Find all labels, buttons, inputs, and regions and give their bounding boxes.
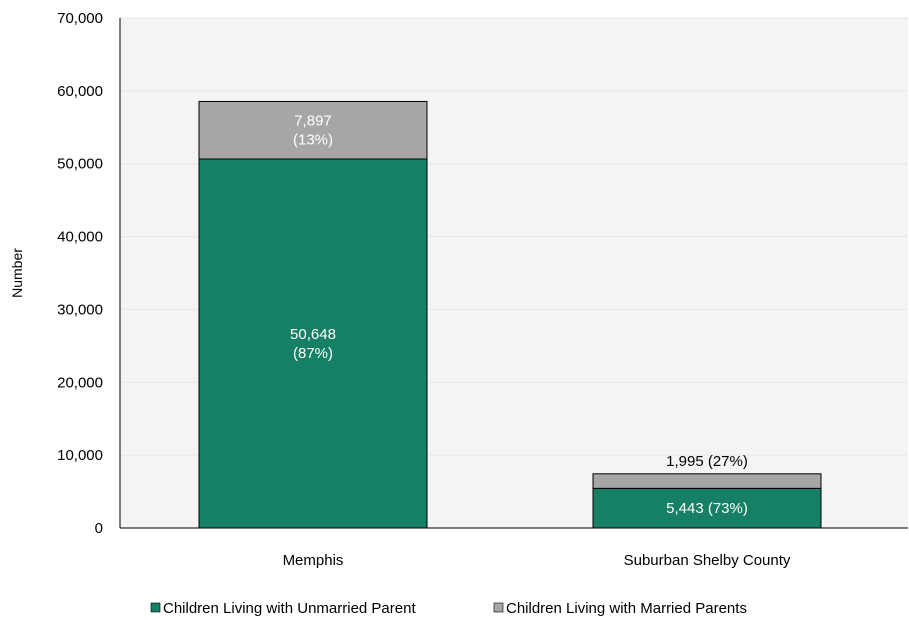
- y-tick-label: 30,000: [57, 301, 103, 318]
- y-tick-label: 60,000: [57, 83, 103, 100]
- bars: 50,648 (87%) 7,897 (13%) 5,443 (73%) 1,995 (2…: [198, 100, 822, 529]
- bar-segment: [592, 473, 822, 489]
- x-tick-labels: Memphis Suburban Shelby County: [283, 552, 791, 569]
- x-tick-label: Memphis: [283, 552, 344, 569]
- y-tick-label: 0: [95, 520, 103, 537]
- y-tick-label: 50,000: [57, 156, 103, 173]
- y-tick-label: 40,000: [57, 229, 103, 246]
- data-label: 7,897 (13%): [293, 113, 333, 149]
- legend-label: Children Living with Married Parents: [506, 600, 747, 617]
- x-tick-label: Suburban Shelby County: [624, 552, 791, 569]
- y-tick-labels: 0 10,000 20,000 30,000 40,000 50,000 60,000 70,…: [57, 10, 103, 537]
- legend-swatch: [150, 602, 161, 613]
- y-tick-label: 20,000: [57, 374, 103, 391]
- y-axis-title: Number: [9, 248, 25, 298]
- bar-segment: [592, 487, 822, 529]
- bar-segment: [198, 100, 428, 160]
- data-label: 50,648 (87%): [290, 326, 336, 362]
- y-tick-label: 70,000: [57, 10, 103, 27]
- legend-swatch: [493, 602, 504, 613]
- y-tick-label: 10,000: [57, 447, 103, 464]
- bar-segment: [198, 158, 428, 529]
- data-label: 5,443 (73%): [666, 500, 748, 517]
- legend: Children Living with Unmarried Parent Chi…: [150, 600, 747, 617]
- data-label: 1,995 (27%): [666, 453, 748, 470]
- legend-label: Children Living with Unmarried Parent: [163, 600, 416, 617]
